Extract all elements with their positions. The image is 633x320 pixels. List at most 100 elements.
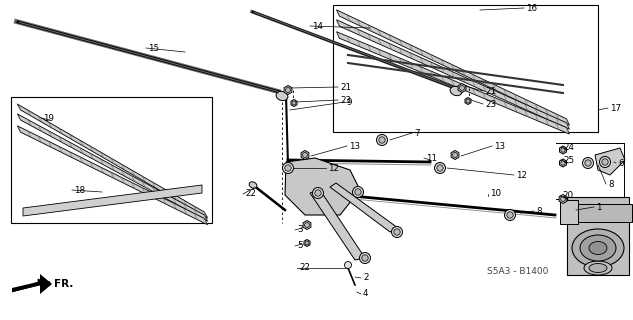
Circle shape [305,241,309,245]
Circle shape [360,252,370,263]
Text: 12: 12 [516,171,527,180]
Circle shape [344,261,351,268]
Text: S5A3 - B1400: S5A3 - B1400 [487,268,548,276]
Circle shape [466,99,470,103]
Text: 2: 2 [363,274,368,283]
Polygon shape [560,146,567,154]
Circle shape [379,137,385,143]
Polygon shape [559,195,567,204]
Circle shape [561,161,565,165]
Polygon shape [285,158,360,215]
Ellipse shape [572,229,624,267]
Polygon shape [330,183,398,232]
Circle shape [292,101,296,105]
Polygon shape [560,159,567,167]
Circle shape [585,160,591,166]
Text: 8: 8 [536,206,542,215]
Text: 13: 13 [494,141,505,150]
Text: 12: 12 [328,164,339,172]
Bar [560,204,632,222]
Circle shape [315,190,321,196]
Text: 17: 17 [610,103,621,113]
Polygon shape [301,150,309,159]
Text: 1: 1 [596,203,601,212]
Polygon shape [337,20,570,129]
Polygon shape [23,185,202,216]
Ellipse shape [580,235,616,261]
Circle shape [355,189,361,195]
Text: 13: 13 [349,141,360,150]
Polygon shape [12,280,46,292]
Circle shape [460,85,465,91]
Circle shape [304,222,310,228]
Text: 8: 8 [608,180,613,188]
Ellipse shape [589,263,607,273]
Text: 14: 14 [312,21,323,30]
Polygon shape [291,100,297,107]
Ellipse shape [276,92,288,100]
Circle shape [377,134,387,146]
Text: 7: 7 [414,129,420,138]
Circle shape [285,88,291,92]
Text: 23: 23 [485,100,496,108]
Polygon shape [40,274,52,294]
Text: 19: 19 [43,114,54,123]
Polygon shape [337,32,569,134]
Ellipse shape [249,182,257,188]
Circle shape [303,153,308,157]
Circle shape [582,157,594,169]
Polygon shape [465,98,471,105]
Polygon shape [284,85,292,94]
Circle shape [453,153,458,157]
Bar [333,5,598,132]
Polygon shape [304,239,310,246]
Circle shape [434,163,446,173]
Polygon shape [595,148,625,175]
Text: 24: 24 [563,142,574,151]
Polygon shape [337,10,570,125]
Circle shape [599,156,610,167]
Text: 9: 9 [347,98,353,107]
Circle shape [391,227,403,237]
Polygon shape [310,190,365,260]
Text: 16: 16 [526,4,537,12]
Bar [560,200,578,224]
Circle shape [505,210,515,220]
Text: 10: 10 [490,189,501,198]
Circle shape [437,165,443,171]
Text: 23: 23 [340,95,351,105]
Text: 21: 21 [485,86,496,95]
Text: 21: 21 [340,83,351,92]
Bar [11,97,212,223]
Ellipse shape [589,242,607,254]
Circle shape [561,148,565,152]
Circle shape [285,165,291,171]
Text: 25: 25 [563,156,574,164]
Text: 20: 20 [562,191,573,201]
Text: 22: 22 [299,263,310,273]
Circle shape [602,159,608,165]
Circle shape [353,187,363,197]
Text: 15: 15 [148,44,159,52]
Polygon shape [303,220,311,229]
Polygon shape [12,279,50,292]
Circle shape [507,212,513,218]
Polygon shape [458,84,466,92]
Circle shape [282,163,294,173]
Text: FR.: FR. [54,279,73,289]
Text: 18: 18 [74,186,85,195]
Circle shape [362,255,368,261]
Circle shape [313,188,323,198]
Text: 22: 22 [245,189,256,198]
Polygon shape [451,150,459,159]
Text: 5: 5 [297,242,303,251]
Bar [567,197,629,275]
Ellipse shape [584,261,612,275]
Polygon shape [17,104,208,218]
Polygon shape [18,126,208,225]
Polygon shape [17,114,208,221]
Circle shape [561,196,565,202]
Text: 6: 6 [618,158,624,167]
Text: 3: 3 [297,226,303,235]
Circle shape [394,229,400,235]
